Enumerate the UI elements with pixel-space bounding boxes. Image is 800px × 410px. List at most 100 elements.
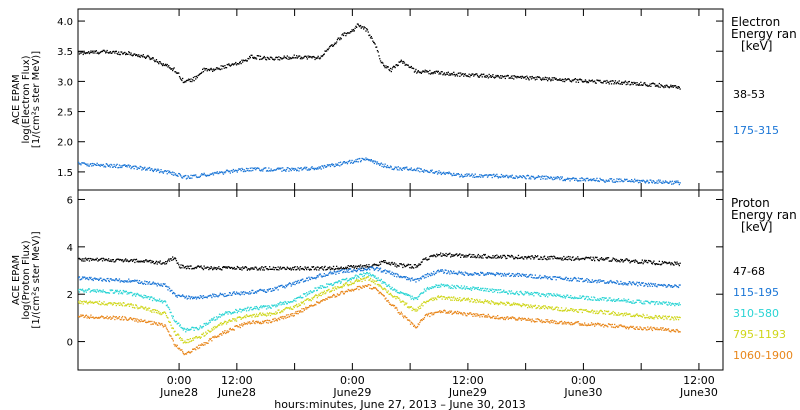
data-point <box>128 292 131 294</box>
data-point <box>92 164 94 167</box>
data-point <box>590 281 592 283</box>
data-point <box>336 288 338 290</box>
data-point <box>542 306 544 308</box>
data-point <box>349 31 352 33</box>
data-point <box>332 164 334 166</box>
data-point <box>400 291 402 294</box>
data-point <box>637 299 639 301</box>
data-point <box>326 164 329 166</box>
data-point <box>161 299 163 302</box>
data-point <box>134 53 136 55</box>
data-point <box>554 295 556 297</box>
data-point <box>446 297 448 299</box>
data-point <box>498 273 500 276</box>
data-point <box>254 316 256 318</box>
data-point <box>495 303 497 305</box>
data-point <box>515 292 517 294</box>
data-point <box>341 269 343 271</box>
data-point <box>361 273 363 276</box>
data-point <box>137 293 139 295</box>
data-point <box>117 167 119 169</box>
data-point <box>396 296 398 298</box>
data-point <box>155 299 157 301</box>
data-point <box>331 44 333 46</box>
data-point <box>81 162 84 164</box>
data-point <box>496 272 498 274</box>
data-point <box>85 258 87 260</box>
data-point <box>282 311 284 313</box>
data-point <box>192 296 195 298</box>
data-point <box>145 296 148 298</box>
data-point <box>357 161 359 163</box>
data-point <box>651 283 653 285</box>
data-point <box>419 71 421 74</box>
data-point <box>669 302 671 304</box>
data-point <box>304 55 306 57</box>
data-point <box>243 169 245 171</box>
data-point <box>407 263 409 265</box>
data-point <box>608 260 610 262</box>
data-point <box>630 315 632 317</box>
data-point <box>590 311 592 313</box>
data-point <box>603 259 605 261</box>
data-point <box>315 168 317 170</box>
data-point <box>597 258 599 261</box>
data-point <box>196 346 198 348</box>
data-point <box>446 284 449 286</box>
data-point <box>112 50 114 53</box>
data-point <box>624 81 626 83</box>
data-point <box>107 165 109 167</box>
data-point <box>443 254 445 256</box>
data-point <box>500 77 503 79</box>
data-point <box>672 263 674 266</box>
data-point <box>494 302 496 304</box>
data-point <box>611 180 613 182</box>
data-point <box>124 280 126 282</box>
data-point <box>357 275 359 278</box>
data-point <box>423 277 426 279</box>
data-point <box>570 308 573 310</box>
data-point <box>230 170 232 172</box>
data-point <box>428 171 430 173</box>
data-point <box>118 316 121 318</box>
data-point <box>517 303 519 305</box>
data-point <box>593 280 595 283</box>
data-point <box>501 176 503 178</box>
data-point <box>666 262 668 265</box>
data-point <box>131 306 134 309</box>
data-point <box>383 65 385 67</box>
data-point <box>550 80 552 82</box>
data-point <box>664 302 666 304</box>
data-point <box>398 292 400 294</box>
data-point <box>126 304 128 306</box>
data-point <box>497 257 499 259</box>
data-point <box>233 266 235 269</box>
data-point <box>674 181 677 184</box>
data-point <box>383 288 385 290</box>
data-point <box>118 317 120 319</box>
data-point <box>178 347 181 349</box>
data-point <box>461 254 463 256</box>
data-point <box>356 279 358 281</box>
data-point <box>497 175 499 178</box>
data-point <box>411 295 413 297</box>
data-point <box>591 178 593 181</box>
data-point <box>466 255 469 257</box>
data-point <box>373 280 375 282</box>
data-point <box>235 318 237 320</box>
data-point <box>494 76 496 78</box>
data-point <box>85 163 87 165</box>
data-point <box>322 285 324 287</box>
data-point <box>201 267 203 269</box>
data-point <box>353 160 355 162</box>
data-point <box>459 272 461 274</box>
data-point <box>221 171 223 173</box>
data-point <box>469 288 471 290</box>
data-point <box>301 268 303 270</box>
data-point <box>380 260 382 263</box>
data-point <box>516 290 518 293</box>
data-point <box>540 176 543 178</box>
data-point <box>300 56 302 58</box>
data-point <box>289 301 291 304</box>
data-point <box>169 172 171 174</box>
